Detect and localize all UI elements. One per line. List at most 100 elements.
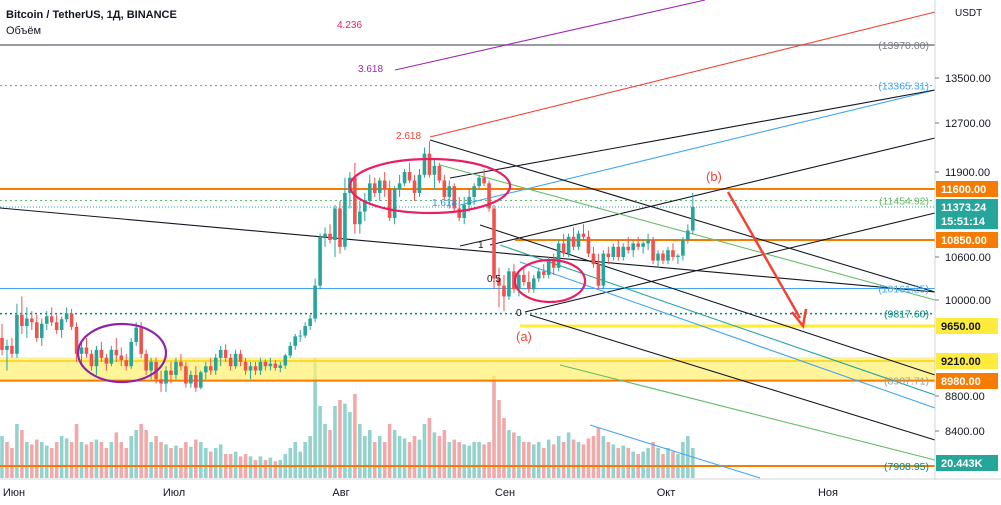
volume-bar [79,442,84,478]
volume-bar [467,445,471,478]
candle-body [139,327,143,354]
level-price-label: (11454.92) [879,196,929,208]
candle-body [591,253,596,265]
candle-body [377,180,382,193]
volume-bar [382,442,387,478]
fib-level-label: 3.618 [358,64,383,75]
candle-body [522,274,526,283]
candle-body [228,357,233,367]
candle-body [298,335,302,337]
candle-body [507,271,511,297]
candle-body [79,347,84,354]
volume-bar [541,448,546,478]
candle-body [606,253,611,257]
candle-body [363,200,367,212]
x-tick-label: Окт [657,487,676,499]
candle-body [536,271,541,279]
candle-body [571,236,576,247]
volume-bar [591,436,596,478]
y-tick-label: 10000.00 [945,295,991,307]
volume-bar [34,439,39,478]
candle-body [531,278,536,290]
volume-bar [89,442,94,478]
fib-ray [589,424,761,479]
fib-ray [429,139,936,293]
volume-bar [601,436,606,478]
volume-bar [472,442,476,478]
volume-bar [353,394,357,478]
volume-bar [84,444,89,478]
volume-bar [30,444,34,478]
volume-bar [581,444,586,478]
candle-body [417,174,422,193]
y-tick-label: 8800.00 [945,391,985,403]
volume-bar [10,448,14,478]
volume-bar [273,461,278,478]
volume-bar [194,439,198,478]
candle-body [601,253,606,286]
candle-body [179,361,183,367]
x-tick-label: Сен [495,487,515,499]
fib-level-label: 4.236 [337,20,362,31]
y-tick-label: 10600.00 [945,252,991,264]
volume-bar [94,439,99,478]
candle-body [477,177,481,187]
volume-bar [189,446,193,478]
candle-body [114,349,119,356]
volume-bar [457,442,462,478]
volume-bar [606,442,611,478]
candle-body [343,192,347,247]
volume-bar [203,448,208,478]
volume-bar [482,444,486,478]
candle-body [293,336,298,346]
volume-bar [268,457,273,478]
volume-bar [323,424,327,478]
volume-bar [134,430,138,478]
level-price-label: (13970.00) [878,40,929,52]
volume-bar [119,442,124,478]
candle-body [576,233,581,247]
volume-bar [44,445,49,478]
fib-ray [459,89,936,206]
candle-body [367,183,372,201]
candle-body [397,183,402,189]
volume-bar [651,442,655,478]
volume-bar [74,424,79,478]
candle-body [59,319,64,330]
volume-bar [656,448,660,478]
price-box-label: 9650.00 [941,321,981,333]
candle-body [646,240,650,244]
candle-body [10,345,14,354]
candle-body [611,246,616,257]
candle-body [541,271,546,275]
candle-body [392,189,397,218]
volume-bar [139,424,143,478]
candle-body [338,208,342,247]
x-tick-label: Июл [163,487,185,499]
volume-bar [497,400,501,478]
volume-bar [671,451,675,478]
support-zone-band [0,357,935,381]
candle-body [333,208,337,240]
wave-label: (a) [516,329,532,344]
level-price-label: (10161.25) [878,283,929,295]
volume-bar [208,451,213,478]
volume-bar [427,418,432,478]
candle-body [527,282,531,290]
highlight-ellipse [513,258,587,304]
candle-body [25,318,29,326]
candle-body [407,172,412,181]
volume-bar [387,424,392,478]
candle-body [268,363,273,367]
volume-bar [129,436,134,478]
level-price-label: (8987.71) [884,375,929,387]
volume-bar [313,358,317,478]
volume-bar [507,430,511,478]
fib-ray [519,261,936,409]
volume-bar [611,444,616,478]
volume-bar [169,448,173,478]
candle-body [387,189,392,218]
volume-bar [422,424,427,478]
fib-ray [394,0,706,71]
